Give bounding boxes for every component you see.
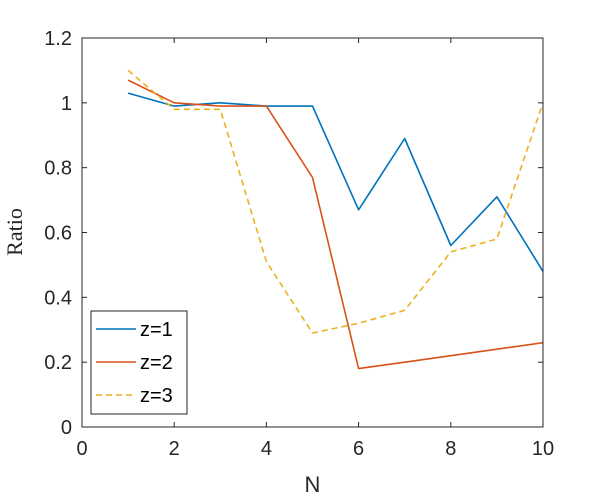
series-line-2 [127,79,544,370]
x-tick-label: 2 [169,438,180,460]
y-tick-label: 0.6 [44,223,72,245]
x-tick-label: 4 [261,438,272,460]
legend-label-1: z=1 [140,319,173,341]
tick-layer: 0 2 4 6 8 10 0 0.2 0.4 0.6 0.8 1 1.2 [44,28,554,460]
legend: z=1 z=2 z=3 [90,310,188,415]
y-tick-label: 0.8 [44,158,72,180]
legend-label-2: z=2 [140,352,173,374]
y-tick-label: 0 [61,417,72,439]
y-tick-label: 1.2 [44,28,72,50]
x-tick-label: 0 [76,438,87,460]
y-tick-label: 0.4 [44,287,72,309]
series-layer [127,69,544,370]
legend-label-3: z=3 [140,385,173,407]
x-tick-label: 10 [532,438,554,460]
y-tick-label: 1 [61,93,72,115]
legend-items: z=1 z=2 z=3 [96,319,173,407]
x-axis-label: N [305,472,321,497]
y-axis-label: Ratio [2,208,27,256]
y-tick-label: 0.2 [44,352,72,374]
x-tick-label: 8 [445,438,456,460]
x-tick-label: 6 [353,438,364,460]
series-line-3 [127,69,544,334]
